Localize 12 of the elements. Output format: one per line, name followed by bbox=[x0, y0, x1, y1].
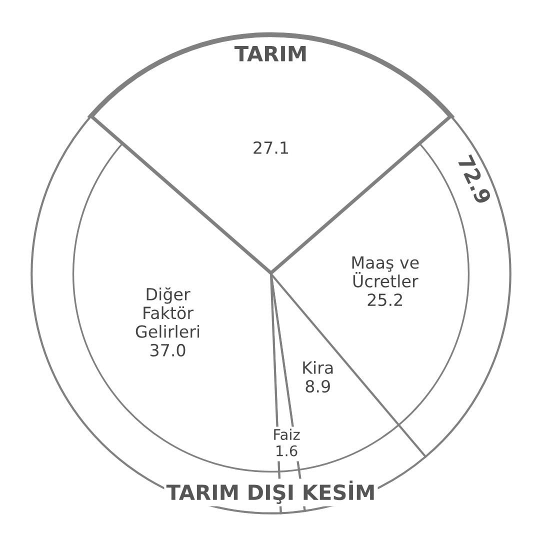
data-label: 8.9 bbox=[306, 380, 330, 393]
data-label: 25.2 bbox=[368, 294, 402, 306]
data-label: 37.0 bbox=[150, 344, 186, 357]
slice-label: TARIM bbox=[234, 46, 306, 62]
slice-label: Kira bbox=[303, 361, 333, 374]
data-label: 1.6 bbox=[276, 445, 298, 456]
slice-label: Faiz bbox=[274, 428, 300, 440]
text: TARIM DIŞI KESİM bbox=[166, 480, 374, 504]
data-label: 27.1 bbox=[254, 141, 288, 154]
slice-label: Diğer Faktör Gelirleri bbox=[136, 287, 200, 338]
text: 72.9 bbox=[457, 154, 492, 205]
slice-label: Maaş ve Ücretler bbox=[352, 256, 419, 288]
